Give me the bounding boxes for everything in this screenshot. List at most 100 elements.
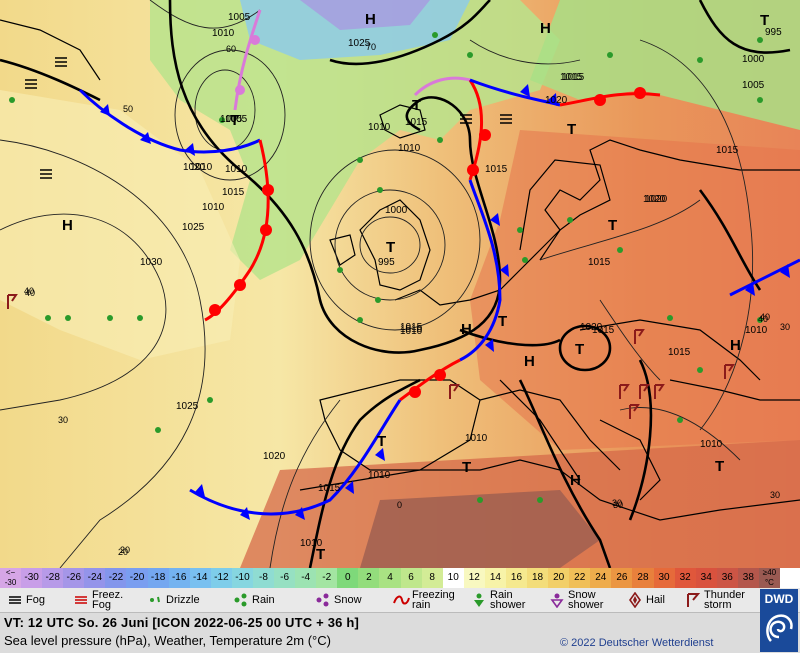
scale-cell: 12 xyxy=(463,568,485,588)
isobar-label: 1025 xyxy=(348,38,371,49)
scale-cell: 0 xyxy=(337,568,359,588)
pressure-labels: 1005 1010 1025 1020 1015 1010 1005 1010 1015 1020… xyxy=(140,12,782,549)
scale-cell: 34 xyxy=(695,568,717,588)
isotherm-label: 30 xyxy=(58,415,68,425)
isobar-label: 1010 xyxy=(190,162,213,173)
scale-cell: 30 xyxy=(653,568,675,588)
isobars-major xyxy=(0,0,791,568)
isobar-label: 1020 xyxy=(545,95,568,106)
hail-icon xyxy=(629,592,641,608)
scale-cell: <− -30 xyxy=(0,568,22,588)
fog-symbols xyxy=(25,57,512,179)
isobar-label: 1010 xyxy=(368,470,391,481)
isobar-label: 1015 xyxy=(400,322,423,333)
isobar-label: 1005 xyxy=(742,80,765,91)
scale-cell: -20 xyxy=(126,568,148,588)
fog-icon xyxy=(9,596,21,604)
weather-legend: Fog Freez. Fog Drizzle Rain Snow Freezin… xyxy=(0,588,800,612)
purple-cold-zone xyxy=(300,0,430,30)
pressure-system-label: H xyxy=(62,217,73,234)
pressure-system-label: T xyxy=(377,433,386,450)
isobar-label: 1015 xyxy=(485,164,508,175)
scale-cell: -10 xyxy=(231,568,253,588)
legend-fog-label: Fog xyxy=(26,594,45,606)
thunderstorm-symbols xyxy=(7,294,735,419)
isobar-label: 995 xyxy=(765,27,782,38)
freezing-fog-icon xyxy=(75,596,87,604)
scale-cell: -24 xyxy=(84,568,106,588)
isobar-label: 1015 xyxy=(405,117,428,128)
scale-cell: 28 xyxy=(632,568,654,588)
scale-cell: 18 xyxy=(527,568,549,588)
legend-freezing-fog: Freez. Fog xyxy=(72,590,142,611)
legend-snow-shower: Snow shower xyxy=(548,590,624,611)
pressure-system-label: T xyxy=(498,313,507,330)
dwd-logo: DWD xyxy=(760,589,798,652)
legend-rain-shower: Rain shower xyxy=(470,589,546,611)
isobar-label: 1010 xyxy=(300,538,323,549)
scale-cell: -4 xyxy=(295,568,317,588)
legend-drizzle-label: Drizzle xyxy=(166,594,200,606)
isobar-label: 1010 xyxy=(368,122,391,133)
pressure-system-label: T xyxy=(230,112,239,129)
scale-cell: -28 xyxy=(42,568,64,588)
snow-icon xyxy=(316,593,329,607)
legend-rain-shower-label: Rain shower xyxy=(490,589,526,611)
cold-front-atlantic xyxy=(78,88,261,154)
pressure-system-label: H xyxy=(730,337,741,354)
isotherm-label: 0 xyxy=(397,500,402,510)
coastlines xyxy=(0,19,800,521)
legend-thunderstorm: Thunder storm xyxy=(684,590,758,611)
scale-cell: 10 xyxy=(442,568,464,588)
pressure-system-label: H xyxy=(540,20,551,37)
scale-cell: -22 xyxy=(105,568,127,588)
snow-shower-icon xyxy=(550,593,564,608)
isotherm-label: 30 xyxy=(780,322,790,332)
valid-time: VT: 12 UTC So. 26 Juni [ICON 2022-06-25 … xyxy=(4,615,360,630)
scale-cell: ≥40 °C xyxy=(758,568,780,588)
isotherm-label: 60 xyxy=(226,44,236,54)
isobar-label: 1010 xyxy=(225,164,248,175)
scale-cell: 22 xyxy=(569,568,591,588)
pressure-system-label: T xyxy=(575,341,584,358)
scale-cell: -6 xyxy=(274,568,296,588)
isotherm-label: 30 xyxy=(770,490,780,500)
legend-hail-label: Hail xyxy=(646,594,665,606)
isobar-label: 1010 xyxy=(465,433,488,444)
weather-symbols xyxy=(9,32,763,503)
dark-sahara-zone xyxy=(360,490,600,568)
isobar-label: 1010 xyxy=(212,28,235,39)
pressure-system-label: T xyxy=(715,458,724,475)
isotherm-label: 70 xyxy=(366,42,376,52)
occluded-front-centre xyxy=(413,76,471,97)
pressure-system-label: T xyxy=(462,459,471,476)
isobar-label: 1015 xyxy=(560,72,583,83)
isobar-label: 1010 xyxy=(745,325,768,336)
scale-cell: -30 xyxy=(21,568,43,588)
isotherm-label: 40 xyxy=(25,288,35,298)
isobar-label: 1005 xyxy=(228,12,251,23)
legend-rain: Rain xyxy=(232,590,292,610)
pressure-system-label: T xyxy=(386,239,395,256)
isobars xyxy=(0,0,753,568)
pressure-system-label: H xyxy=(524,353,535,370)
temperature-color-scale: <− -30 -30 -28 -26 -24 -22 -20 -18 -16 -14 -12 -10-… xyxy=(0,568,800,588)
scale-cell: 26 xyxy=(611,568,633,588)
legend-freezing-rain-label: Freezing rain xyxy=(412,589,455,611)
isobar-label: 1015 xyxy=(222,187,245,198)
isobar-label: 1020 xyxy=(643,194,666,205)
scale-cell: -2 xyxy=(316,568,338,588)
isotherm-label: 30 xyxy=(613,500,623,510)
isotherm-label: 50 xyxy=(123,104,133,114)
isotherm-label: 40 xyxy=(758,314,768,324)
scale-cell: 20 xyxy=(548,568,570,588)
cold-front-iberia xyxy=(189,399,402,516)
legend-hail: Hail xyxy=(626,590,682,610)
scale-cell: 14 xyxy=(484,568,506,588)
legend-freezing-rain: Freezing rain xyxy=(392,589,468,611)
isobar-label: 1015 xyxy=(562,72,585,83)
front-symbols xyxy=(100,35,790,520)
scale-cell: -18 xyxy=(147,568,169,588)
